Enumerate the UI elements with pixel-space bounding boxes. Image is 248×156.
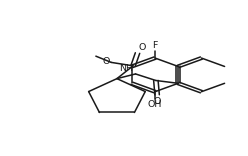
Text: O: O (139, 43, 146, 52)
Text: O: O (102, 57, 110, 66)
Text: F: F (152, 41, 158, 50)
Text: NH: NH (120, 64, 134, 73)
Text: O: O (154, 97, 161, 106)
Text: OH: OH (148, 100, 162, 109)
